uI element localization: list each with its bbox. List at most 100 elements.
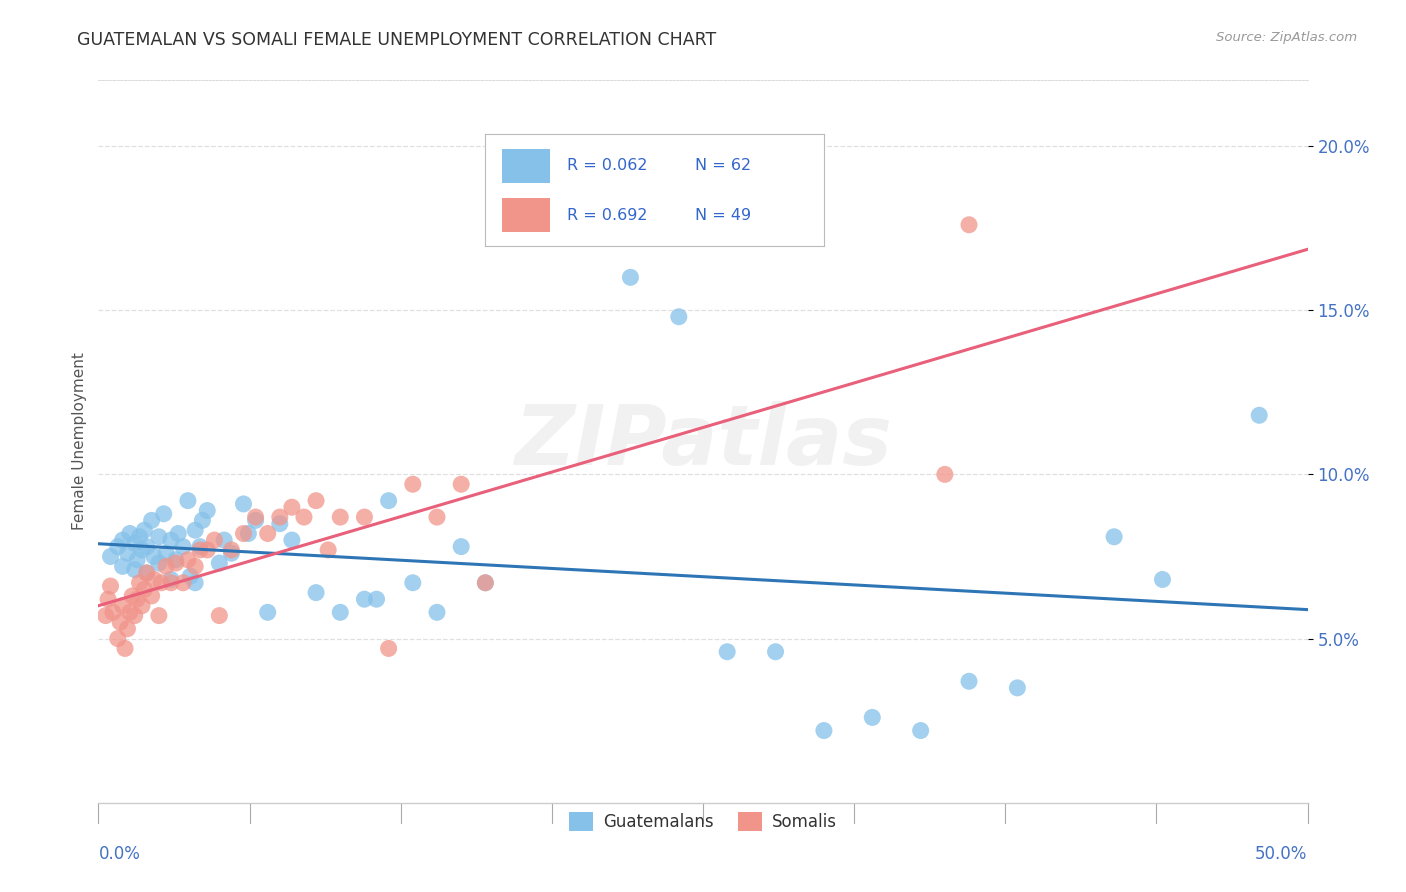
Point	[152, 507, 174, 521]
Point	[177, 553, 200, 567]
Point	[184, 523, 207, 537]
Point	[353, 592, 375, 607]
Point	[305, 585, 328, 599]
Point	[256, 526, 278, 541]
Point	[141, 513, 163, 527]
Point	[269, 510, 291, 524]
Point	[188, 542, 211, 557]
Point	[195, 542, 218, 557]
Point	[366, 592, 388, 607]
Point	[177, 493, 200, 508]
Point	[184, 559, 207, 574]
Point	[668, 310, 690, 324]
Point	[111, 533, 134, 547]
Point	[402, 477, 425, 491]
Text: GUATEMALAN VS SOMALI FEMALE UNEMPLOYMENT CORRELATION CHART: GUATEMALAN VS SOMALI FEMALE UNEMPLOYMENT…	[77, 31, 717, 49]
Point	[111, 599, 134, 613]
Point	[1152, 573, 1174, 587]
Point	[716, 645, 738, 659]
Point	[167, 526, 190, 541]
Point	[281, 500, 304, 515]
Point	[124, 608, 146, 623]
Point	[316, 542, 339, 557]
Point	[141, 589, 163, 603]
Point	[245, 510, 267, 524]
Point	[191, 513, 214, 527]
Point	[232, 497, 254, 511]
Point	[450, 540, 472, 554]
Point	[238, 526, 260, 541]
Point	[155, 546, 177, 560]
Point	[148, 608, 170, 623]
Point	[121, 589, 143, 603]
Point	[934, 467, 956, 482]
Point	[165, 553, 187, 567]
Point	[124, 563, 146, 577]
Point	[135, 566, 157, 580]
Point	[329, 605, 352, 619]
Point	[131, 542, 153, 557]
Point	[221, 542, 243, 557]
Point	[860, 710, 883, 724]
Point	[212, 533, 235, 547]
Point	[118, 605, 141, 619]
Point	[127, 553, 149, 567]
Point	[101, 605, 124, 619]
Point	[957, 674, 980, 689]
Point	[910, 723, 932, 738]
Point	[107, 632, 129, 646]
Point	[155, 559, 177, 574]
Point	[134, 582, 156, 597]
Point	[94, 608, 117, 623]
Point	[160, 575, 183, 590]
Point	[426, 605, 449, 619]
Point	[232, 526, 254, 541]
Point	[127, 592, 149, 607]
Point	[131, 599, 153, 613]
Point	[111, 559, 134, 574]
Y-axis label: Female Unemployment: Female Unemployment	[72, 352, 87, 531]
Point	[135, 566, 157, 580]
Point	[377, 641, 399, 656]
Point	[172, 540, 194, 554]
Point	[184, 575, 207, 590]
Point	[165, 556, 187, 570]
Point	[172, 575, 194, 590]
Point	[117, 546, 139, 560]
Point	[957, 218, 980, 232]
Point	[474, 575, 496, 590]
Point	[221, 546, 243, 560]
Point	[148, 556, 170, 570]
Point	[353, 510, 375, 524]
Point	[1249, 409, 1271, 423]
Text: 0.0%: 0.0%	[98, 846, 141, 863]
Point	[245, 513, 267, 527]
Point	[269, 516, 291, 531]
Point	[426, 510, 449, 524]
Point	[134, 523, 156, 537]
Point	[450, 477, 472, 491]
Point	[402, 575, 425, 590]
Point	[150, 575, 173, 590]
Point	[377, 493, 399, 508]
Point	[188, 540, 211, 554]
Point	[107, 540, 129, 554]
Point	[204, 533, 226, 547]
Point	[160, 573, 183, 587]
Point	[135, 540, 157, 554]
Text: Source: ZipAtlas.com: Source: ZipAtlas.com	[1216, 31, 1357, 45]
Point	[256, 605, 278, 619]
Point	[108, 615, 131, 630]
Text: 50.0%: 50.0%	[1256, 846, 1308, 863]
Point	[128, 530, 150, 544]
Point	[474, 575, 496, 590]
Point	[160, 533, 183, 547]
Point	[100, 579, 122, 593]
Point	[118, 526, 141, 541]
Point	[813, 723, 835, 738]
Point	[1007, 681, 1029, 695]
Point	[143, 549, 166, 564]
Point	[305, 493, 328, 508]
Point	[97, 592, 120, 607]
Point	[765, 645, 787, 659]
